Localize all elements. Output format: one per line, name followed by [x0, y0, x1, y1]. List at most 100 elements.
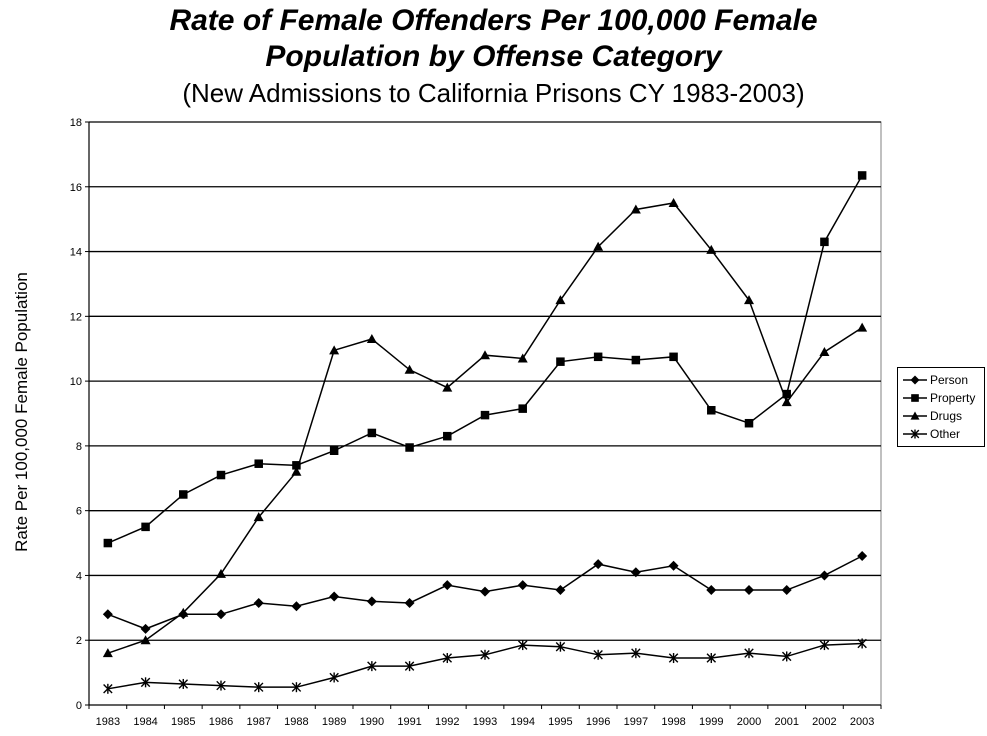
x-tick-label: 1998: [661, 716, 685, 728]
data-point-property: [631, 355, 641, 365]
x-tick-label: 1994: [510, 716, 534, 728]
plot-area: [88, 121, 882, 706]
legend-marker-other: [903, 429, 927, 439]
data-point-property: [443, 431, 452, 441]
legend-marker-drugs: [903, 411, 927, 420]
legend-marker-person-shape: [910, 375, 920, 385]
data-point-person: [781, 585, 792, 596]
data-point-property: [782, 389, 791, 399]
y-tick-label: 2: [76, 635, 82, 647]
x-tick-label: 1990: [360, 716, 384, 728]
data-point-other: [178, 678, 189, 689]
data-point-person: [329, 591, 340, 602]
x-tick-label: 1992: [435, 716, 459, 728]
data-point-property: [254, 459, 263, 468]
chart-title-line-1: Rate of Female Offenders Per 100,000 Fem…: [169, 4, 818, 37]
x-tick-label: 1983: [96, 716, 120, 728]
data-point-other: [706, 653, 717, 664]
series-property: [103, 171, 867, 548]
x-tick-label: 1993: [473, 716, 497, 728]
y-tick-label: 14: [70, 247, 82, 259]
data-point-property: [367, 428, 377, 438]
data-point-other: [103, 683, 113, 694]
data-point-drugs: [178, 607, 189, 617]
data-point-person: [819, 570, 830, 581]
y-tick-label: 0: [76, 700, 82, 712]
data-point-other: [480, 649, 490, 660]
data-point-drugs: [668, 197, 679, 207]
data-point-other: [631, 648, 641, 659]
data-point-other: [216, 680, 226, 691]
data-point-person: [442, 580, 453, 591]
data-point-drugs: [140, 635, 151, 645]
x-tick-label: 2000: [737, 716, 761, 728]
data-point-drugs: [593, 241, 604, 251]
data-point-drugs: [366, 334, 377, 344]
x-tick-label: 1987: [246, 716, 270, 728]
data-point-other: [517, 640, 528, 651]
data-point-drugs: [291, 466, 302, 476]
legend-item-person: Person: [898, 371, 984, 389]
data-point-person: [744, 585, 754, 596]
x-tick-label: 1988: [284, 716, 308, 728]
data-point-person: [857, 551, 868, 562]
data-point-property: [669, 352, 678, 362]
data-point-drugs: [555, 295, 566, 305]
data-point-drugs: [102, 648, 113, 658]
x-tick-label: 1997: [624, 716, 648, 728]
data-point-property: [744, 418, 754, 428]
x-tick-label: 2002: [812, 716, 836, 728]
legend-marker-drugs-shape: [910, 411, 920, 420]
y-tick-label: 12: [70, 311, 82, 323]
data-point-other: [593, 649, 603, 660]
y-tick-label: 18: [70, 117, 82, 129]
x-tick-label: 1989: [322, 716, 346, 728]
data-point-person: [366, 596, 377, 607]
x-tick-label: 1999: [699, 716, 723, 728]
data-point-drugs: [857, 322, 868, 332]
legend-label-property: Property: [930, 391, 976, 405]
data-point-drugs: [781, 397, 792, 407]
legend: Person Property Drugs Other: [897, 367, 985, 447]
data-point-property: [518, 404, 527, 413]
data-point-other: [329, 672, 339, 683]
data-point-person: [480, 586, 490, 597]
data-point-person: [140, 623, 151, 634]
data-point-person: [291, 601, 302, 612]
legend-marker-other-shape: [910, 429, 920, 439]
data-point-person: [404, 597, 415, 608]
x-tick-label: 1985: [171, 716, 195, 728]
x-tick-label: 1991: [397, 716, 421, 728]
data-point-property: [216, 470, 226, 480]
data-point-property: [292, 461, 301, 470]
data-point-drugs: [819, 346, 830, 356]
chart-title-line-2: Population by Offense Category: [265, 40, 722, 73]
data-point-drugs: [517, 353, 528, 363]
data-point-drugs: [706, 244, 717, 254]
data-point-property: [857, 171, 867, 180]
data-point-property: [593, 352, 603, 362]
data-point-other: [367, 661, 377, 672]
data-point-other: [857, 638, 867, 649]
data-point-other: [404, 661, 415, 672]
data-point-other: [291, 682, 302, 693]
legend-item-drugs: Drugs: [898, 407, 984, 425]
data-point-other: [781, 651, 792, 662]
series-other: [103, 638, 867, 694]
series-drugs: [102, 197, 868, 658]
data-point-drugs: [216, 568, 226, 578]
legend-marker-property-shape: [911, 394, 919, 402]
data-point-property: [179, 490, 188, 499]
data-point-drugs: [442, 382, 453, 392]
x-tick-label: 1984: [133, 716, 157, 728]
x-tick-label: 2003: [850, 716, 874, 728]
x-tick-label: 1996: [586, 716, 610, 728]
data-point-other: [140, 677, 151, 688]
data-point-person: [102, 609, 113, 620]
data-point-drugs: [630, 204, 641, 214]
data-point-other: [819, 640, 830, 651]
x-tick-label: 1995: [548, 716, 572, 728]
data-point-person: [216, 609, 226, 620]
data-point-person: [253, 597, 264, 608]
